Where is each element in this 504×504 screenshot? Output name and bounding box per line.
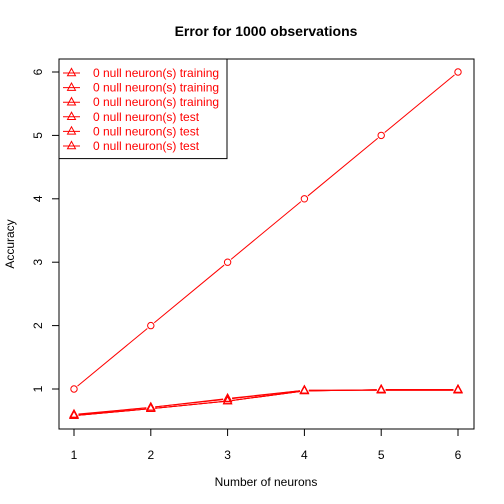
series-line-segment — [78, 407, 147, 416]
legend-marker-triangle — [66, 96, 77, 106]
legend-marker-triangle — [66, 125, 77, 135]
series-point-triangle — [453, 383, 463, 393]
legend-label: 0 null neuron(s) test — [93, 110, 200, 124]
y-tick-label: 2 — [31, 322, 45, 329]
y-axis-label: Accuracy — [3, 219, 17, 268]
series-line-segment — [384, 74, 455, 133]
series-point-triangle — [376, 383, 387, 393]
series-1 — [70, 68, 462, 393]
series-line-segment — [307, 137, 379, 197]
legend-item: 0 null neuron(s) test — [63, 124, 200, 138]
series-point-triangle — [222, 393, 233, 403]
series-point-triangle — [145, 403, 156, 412]
legend-marker-triangle — [66, 81, 77, 91]
legend-box — [58, 58, 228, 160]
series-6 — [69, 383, 463, 419]
series-point-circle — [300, 195, 309, 203]
legend-label: 0 null neuron(s) test — [93, 124, 200, 138]
y-tick-label: 5 — [31, 132, 45, 139]
series-line-segment — [155, 399, 224, 408]
series-line-segment — [230, 201, 302, 260]
x-tick-label: 2 — [147, 448, 154, 462]
series-line-segment — [308, 389, 377, 392]
series-point-triangle — [222, 395, 233, 405]
legend-marker-triangle — [66, 140, 77, 150]
series-line-segment — [153, 264, 225, 324]
x-tick-label: 5 — [378, 448, 385, 462]
legend-label: 0 null neuron(s) training — [93, 81, 219, 95]
x-axis-label: Number of neurons — [215, 475, 318, 489]
series-layer — [69, 68, 463, 419]
legend-item: 0 null neuron(s) training — [63, 95, 219, 109]
chart-title: Error for 1000 observations — [175, 23, 358, 39]
series-point-circle — [377, 131, 385, 140]
legend-item: 0 null neuron(s) training — [63, 66, 219, 80]
legend-marker-triangle — [66, 67, 77, 77]
series-point-triangle — [299, 385, 310, 395]
series-line-segment — [155, 400, 224, 409]
x-tick-label: 4 — [301, 448, 308, 462]
series-point-circle — [70, 385, 78, 393]
series-point-triangle — [145, 401, 156, 411]
x-tick-label: 1 — [71, 448, 78, 462]
legend-label: 0 null neuron(s) training — [93, 66, 219, 80]
y-tick-label: 1 — [31, 385, 45, 392]
legend-item: 0 null neuron(s) test — [63, 110, 200, 124]
legend-marker-triangle — [66, 111, 77, 121]
series-point-triangle — [69, 409, 79, 419]
legend-item: 0 null neuron(s) test — [63, 139, 200, 153]
series-point-circle — [223, 258, 232, 266]
x-axis: 1 2 3 4 5 6 — [71, 428, 462, 462]
legend-item: 0 null neuron(s) training — [63, 81, 219, 95]
y-axis: 1 2 3 4 5 6 — [31, 68, 60, 392]
y-tick-label: 3 — [31, 259, 45, 266]
series-line-segment — [77, 328, 148, 387]
series-line-segment — [231, 390, 301, 401]
series-line-segment — [232, 390, 300, 400]
series-point-circle — [147, 321, 155, 330]
legend-label: 0 null neuron(s) test — [93, 139, 200, 153]
series-line-segment — [78, 408, 147, 416]
series-point-circle — [454, 68, 462, 76]
x-tick-label: 6 — [455, 448, 462, 462]
y-tick-label: 6 — [31, 68, 45, 75]
x-tick-label: 3 — [224, 448, 231, 462]
legend-label: 0 null neuron(s) training — [93, 95, 219, 109]
y-tick-label: 4 — [31, 195, 45, 202]
series-3 — [69, 384, 463, 419]
